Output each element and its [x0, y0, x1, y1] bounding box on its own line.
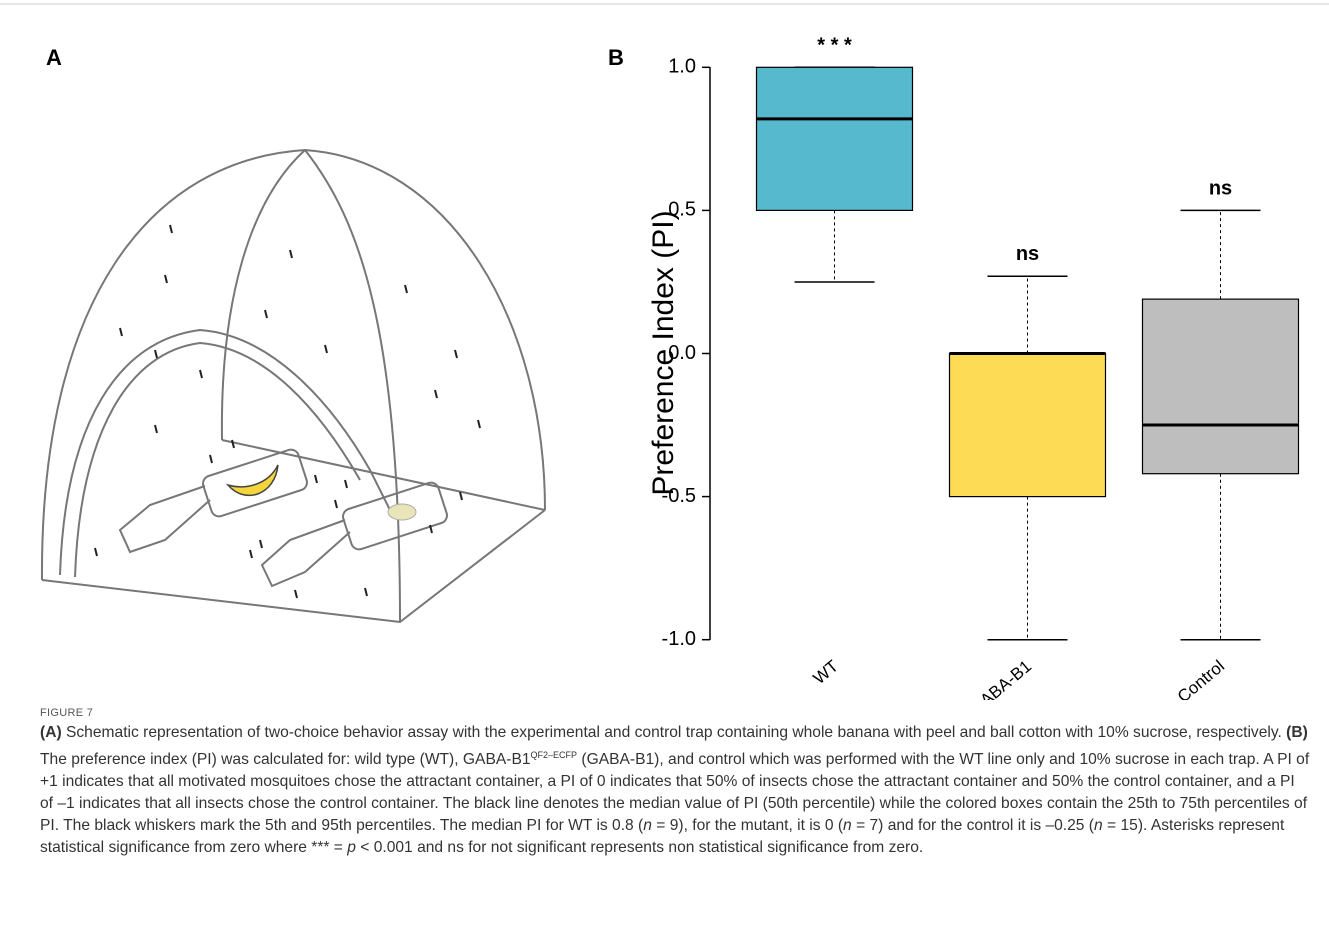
page: A B Preference Index (PI) 1.00.50.0-0.5-…: [0, 0, 1329, 936]
caption-part: n: [843, 817, 852, 834]
caption-part: Schematic representation of two-choice b…: [62, 724, 1287, 741]
caption-part: (A): [40, 724, 62, 741]
box: [950, 354, 1106, 497]
cotton: [388, 504, 416, 520]
x-tick-label: Control: [1174, 657, 1228, 700]
box: [757, 67, 913, 210]
banana: [228, 465, 278, 495]
y-tick-label: -0.5: [662, 485, 696, 507]
panel-label: B: [608, 45, 624, 70]
panel-label: A: [46, 45, 62, 70]
caption-part: = 9), for the mutant, it is 0 (: [652, 817, 843, 834]
figure-label: FIGURE 7: [40, 704, 1312, 722]
y-tick-label: 0.5: [668, 199, 696, 221]
caption: FIGURE 7 (A) Schematic representation of…: [40, 704, 1312, 859]
caption-part: QF2–ECFP: [531, 750, 578, 760]
caption-text: (A) Schematic representation of two-choi…: [40, 722, 1312, 859]
x-tick-label: GABA-B1: [966, 657, 1035, 700]
significance: * * *: [817, 34, 852, 56]
box: [1143, 299, 1299, 474]
caption-part: = 7) and for the control it is –0.25 (: [852, 817, 1094, 834]
significance: ns: [1016, 243, 1039, 265]
y-tick-label: 0.0: [668, 342, 696, 364]
figure: A B Preference Index (PI) 1.00.50.0-0.5-…: [0, 0, 1329, 700]
significance: ns: [1209, 177, 1232, 199]
caption-part: < 0.001 and ns for not significant repre…: [356, 839, 923, 856]
caption-part: n: [1094, 817, 1103, 834]
caption-part: n: [643, 817, 652, 834]
assay-illustration: [42, 150, 545, 622]
caption-part: The preference index (PI) was calculated…: [40, 751, 531, 768]
y-tick-label: -1.0: [662, 628, 696, 650]
caption-part: (B): [1286, 724, 1308, 741]
caption-part: p: [347, 839, 356, 856]
y-tick-label: 1.0: [668, 56, 696, 78]
x-tick-label: WT: [810, 657, 842, 689]
